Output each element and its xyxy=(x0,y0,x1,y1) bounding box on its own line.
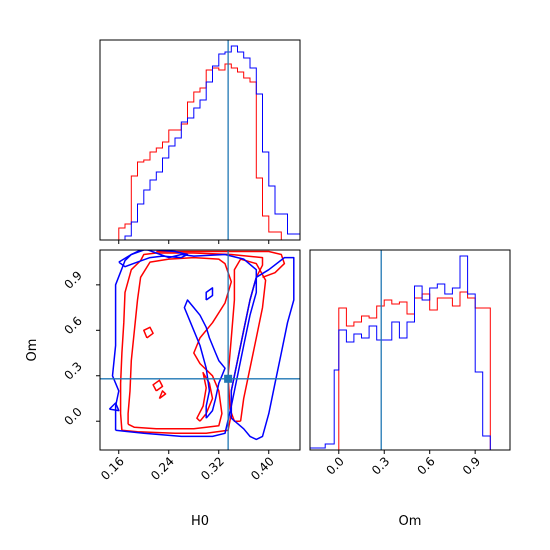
h0-xtick-label-0: 0.16 xyxy=(98,454,127,483)
contour-red-7 xyxy=(158,390,167,400)
contour-blue-10 xyxy=(183,299,226,419)
om-xtick-label-1: 0.3 xyxy=(369,454,392,477)
h0-axis-label: H0 xyxy=(191,514,209,529)
om-marginal-frame xyxy=(309,249,511,451)
om-ytick-label-1: 0.3 xyxy=(61,359,84,382)
h0-marginal-frame xyxy=(99,39,301,241)
om-ytick-label-0: 0.0 xyxy=(61,405,84,428)
om-xtick-label-3: 0.9 xyxy=(460,454,483,477)
contour-red-3 xyxy=(156,250,286,279)
contour-red-4 xyxy=(196,371,214,422)
h0-xtick-label-2: 0.32 xyxy=(198,454,227,483)
om-hist-blue xyxy=(309,255,510,451)
om-ytick-label-2: 0.6 xyxy=(61,314,84,337)
contour-red-5 xyxy=(143,326,154,339)
om-marginal-panel: 0.0 0.3 0.6 0.9 Om xyxy=(309,249,511,529)
contour-blue-13 xyxy=(108,402,120,412)
om-hist-red xyxy=(310,291,510,451)
h0-om-joint-panel: 0.16 0.24 0.32 0.40 0.0 0.3 0.6 0.9 H0 Om xyxy=(25,249,301,529)
om-ytick-label-3: 0.9 xyxy=(61,268,84,291)
om-xtick-label-2: 0.6 xyxy=(414,454,437,477)
om-axis-label-left: Om xyxy=(25,339,40,362)
contour-blue-12 xyxy=(205,287,214,301)
contour-blue-11 xyxy=(118,250,189,268)
joint-frame xyxy=(99,249,301,451)
om-xtick-label-0: 0.0 xyxy=(324,454,347,477)
contour-red-0 xyxy=(127,256,233,430)
contour-blue-8 xyxy=(111,250,258,438)
h0-marginal-panel xyxy=(99,39,301,244)
om-axis-label-bottom: Om xyxy=(399,514,422,529)
contour-blue-9 xyxy=(230,256,295,441)
truth-marker xyxy=(224,374,233,383)
contour-red-6 xyxy=(152,379,164,392)
h0-hist-blue xyxy=(100,45,301,241)
h0-xtick-label-3: 0.40 xyxy=(248,454,277,483)
h0-hist-red xyxy=(100,63,300,241)
h0-xtick-label-1: 0.24 xyxy=(148,454,177,483)
